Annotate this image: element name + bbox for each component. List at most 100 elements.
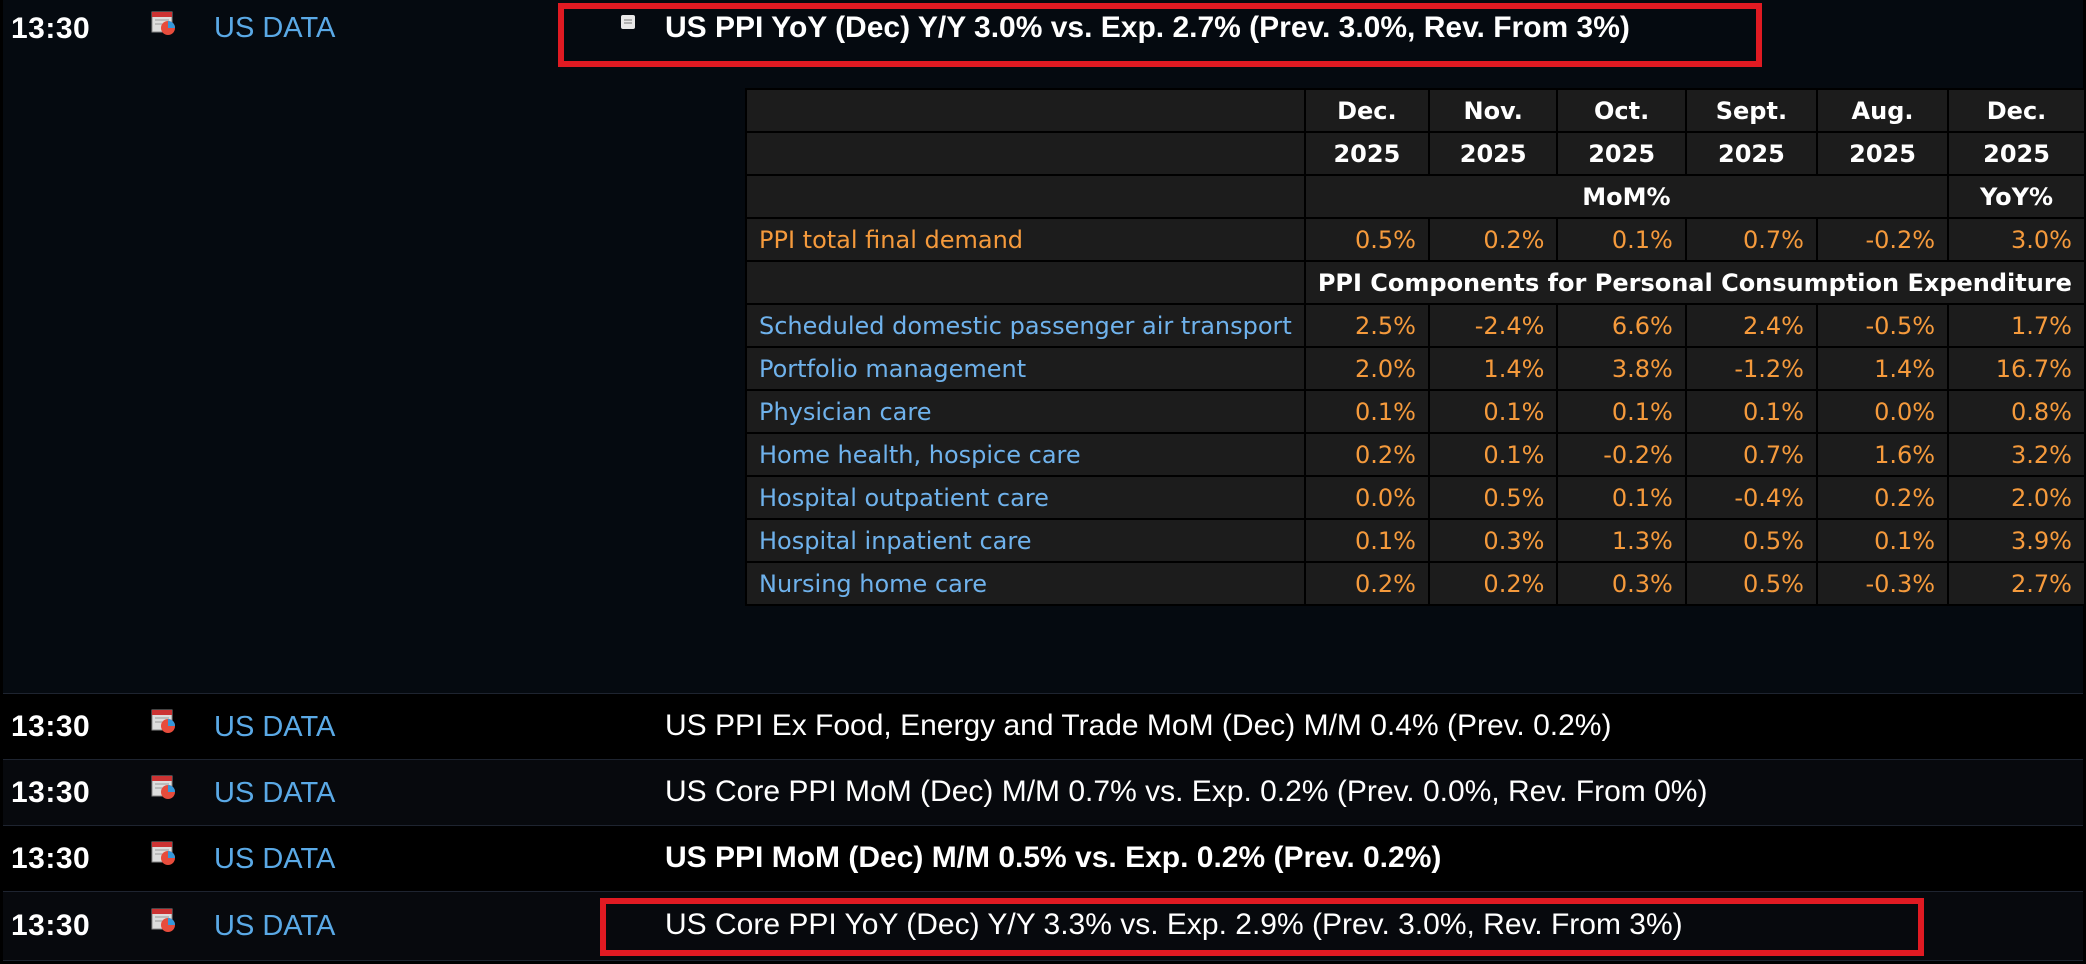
- calendar-chart-icon: [151, 11, 175, 35]
- cell-value: 0.1%: [1303, 518, 1430, 563]
- news-time: 13:30: [11, 909, 91, 942]
- cell-value: 0.0%: [1815, 389, 1950, 434]
- cell-value: 2.5%: [1303, 303, 1430, 348]
- cell-value: 0.2%: [1815, 475, 1950, 520]
- cell-value: 0.1%: [1684, 389, 1818, 434]
- cell-value: 0.2%: [1303, 561, 1430, 606]
- table-corner: [745, 131, 1306, 176]
- source-link[interactable]: US DATA: [214, 711, 336, 743]
- highlight-box: [600, 898, 1924, 956]
- cell-value: 0.7%: [1684, 432, 1818, 477]
- cell-value: 1.4%: [1815, 346, 1950, 391]
- cell-value: 0.2%: [1303, 432, 1430, 477]
- calendar-chart-icon: [151, 908, 175, 932]
- highlight-box: [558, 3, 1762, 67]
- news-row[interactable]: 13:30 US DATA US Core PPI MoM (Dec) M/M …: [3, 760, 2083, 826]
- table-header-years: 2025 2025 2025 2025 2025 2025: [745, 131, 2086, 176]
- table-row-total: PPI total final demand 0.5% 0.2% 0.1% 0.…: [745, 217, 2086, 262]
- cell-value: 0.1%: [1303, 389, 1430, 434]
- news-row-expanded[interactable]: 13:30 US DATA US PPI YoY (Dec) Y/Y 3.0% …: [3, 0, 2086, 694]
- source-link[interactable]: US DATA: [214, 12, 336, 44]
- cell-value: 2.7%: [1947, 561, 2086, 606]
- news-time: 13:30: [11, 12, 91, 45]
- cell-value: 1.6%: [1815, 432, 1950, 477]
- cell-value: 0.5%: [1684, 518, 1818, 563]
- row-label: Hospital inpatient care: [745, 518, 1306, 563]
- cell-value: -0.2%: [1815, 217, 1950, 262]
- col-month: Aug.: [1815, 88, 1950, 133]
- news-time: 13:30: [11, 710, 91, 743]
- cell-value: -0.5%: [1815, 303, 1950, 348]
- source-link[interactable]: US DATA: [214, 843, 336, 875]
- table-corner: [745, 88, 1306, 133]
- calendar-chart-icon: [151, 841, 175, 865]
- row-label: Scheduled domestic passenger air transpo…: [745, 303, 1306, 348]
- table-row: Scheduled domestic passenger air transpo…: [745, 303, 2086, 348]
- yoy-label: YoY%: [1947, 174, 2086, 219]
- source-link[interactable]: US DATA: [214, 910, 336, 942]
- cell-value: 1.7%: [1947, 303, 2086, 348]
- cell-value: 0.1%: [1556, 475, 1687, 520]
- row-label: PPI total final demand: [745, 217, 1306, 262]
- note-icon: [621, 15, 635, 29]
- table-row: Nursing home care 0.2% 0.2% 0.3% 0.5% -0…: [745, 561, 2086, 606]
- section-title: PPI Components for Personal Consumption …: [1303, 260, 2086, 305]
- col-month: Dec.: [1947, 88, 2086, 133]
- col-month: Oct.: [1556, 88, 1687, 133]
- cell-value: 0.5%: [1684, 561, 1818, 606]
- col-year: 2025: [1303, 131, 1430, 176]
- cell-value: 0.3%: [1556, 561, 1687, 606]
- headline[interactable]: US Core PPI YoY (Dec) Y/Y 3.3% vs. Exp. …: [665, 908, 1683, 941]
- cell-value: -0.4%: [1684, 475, 1818, 520]
- cell-value: 1.3%: [1556, 518, 1687, 563]
- col-year: 2025: [1815, 131, 1950, 176]
- headline[interactable]: US PPI YoY (Dec) Y/Y 3.0% vs. Exp. 2.7% …: [665, 11, 1630, 44]
- cell-value: 0.2%: [1427, 561, 1559, 606]
- cell-value: 0.7%: [1684, 217, 1818, 262]
- cell-value: 3.8%: [1556, 346, 1687, 391]
- cell-value: -2.4%: [1427, 303, 1559, 348]
- table-corner: [745, 174, 1306, 219]
- headline[interactable]: US PPI Ex Food, Energy and Trade MoM (De…: [665, 709, 1612, 742]
- source-link[interactable]: US DATA: [214, 777, 336, 809]
- table-section-header: PPI Components for Personal Consumption …: [745, 260, 2086, 305]
- row-label: Physician care: [745, 389, 1306, 434]
- cell-value: 0.2%: [1427, 217, 1559, 262]
- calendar-chart-icon: [151, 709, 175, 733]
- col-month: Sept.: [1684, 88, 1818, 133]
- cell-value: 0.1%: [1427, 432, 1559, 477]
- cell-value: 3.2%: [1947, 432, 2086, 477]
- mom-label: MoM%: [1303, 174, 1950, 219]
- cell-value: 0.1%: [1556, 217, 1687, 262]
- news-time: 13:30: [11, 842, 91, 875]
- news-row[interactable]: 13:30 US DATA US PPI MoM (Dec) M/M 0.5% …: [3, 826, 2083, 892]
- table-row: Physician care 0.1% 0.1% 0.1% 0.1% 0.0% …: [745, 389, 2086, 434]
- cell-value: 0.5%: [1303, 217, 1430, 262]
- row-label: Home health, hospice care: [745, 432, 1306, 477]
- table-header-months: Dec. Nov. Oct. Sept. Aug. Dec.: [745, 88, 2086, 133]
- cell-value: 0.5%: [1427, 475, 1559, 520]
- table-header-measures: MoM% YoY%: [745, 174, 2086, 219]
- cell-value: -1.2%: [1684, 346, 1818, 391]
- headline[interactable]: US Core PPI MoM (Dec) M/M 0.7% vs. Exp. …: [665, 775, 1708, 808]
- table-row: Hospital outpatient care 0.0% 0.5% 0.1% …: [745, 475, 2086, 520]
- cell-value: -0.3%: [1815, 561, 1950, 606]
- col-year: 2025: [1427, 131, 1559, 176]
- col-month: Nov.: [1427, 88, 1559, 133]
- cell-value: 3.0%: [1947, 217, 2086, 262]
- cell-value: 0.8%: [1947, 389, 2086, 434]
- row-label: Hospital outpatient care: [745, 475, 1306, 520]
- cell-value: 0.1%: [1427, 389, 1559, 434]
- headline[interactable]: US PPI MoM (Dec) M/M 0.5% vs. Exp. 0.2% …: [665, 841, 1442, 874]
- news-time: 13:30: [11, 776, 91, 809]
- col-year: 2025: [1684, 131, 1818, 176]
- row-label: Nursing home care: [745, 561, 1306, 606]
- ppi-data-table: Dec. Nov. Oct. Sept. Aug. Dec. 2025 2025…: [745, 88, 2086, 606]
- cell-value: 0.1%: [1556, 389, 1687, 434]
- table-corner: [745, 260, 1306, 305]
- cell-value: 3.9%: [1947, 518, 2086, 563]
- table-row: Hospital inpatient care 0.1% 0.3% 1.3% 0…: [745, 518, 2086, 563]
- news-row[interactable]: 13:30 US DATA US PPI Ex Food, Energy and…: [3, 694, 2083, 760]
- cell-value: 0.1%: [1815, 518, 1950, 563]
- col-year: 2025: [1556, 131, 1687, 176]
